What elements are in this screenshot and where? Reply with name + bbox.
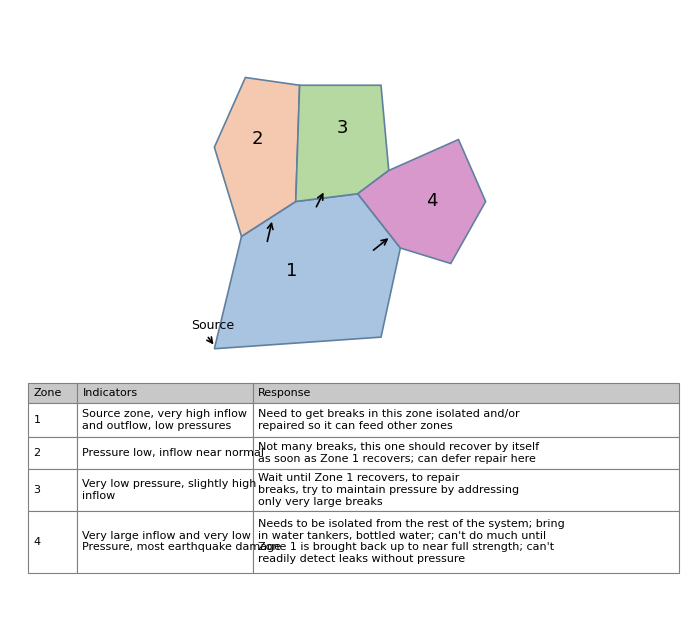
Bar [77, 511, 253, 572]
Text: 3: 3 [34, 485, 41, 495]
Text: Source zone, very high inflow
and outflow, low pressures: Source zone, very high inflow and outflo… [83, 409, 247, 431]
Polygon shape [295, 85, 388, 201]
Text: Indicators: Indicators [83, 388, 137, 398]
Text: Response: Response [258, 388, 312, 398]
Text: 3: 3 [337, 119, 348, 137]
Text: Wait until Zone 1 recovers, to repair
breaks, try to maintain pressure by addres: Wait until Zone 1 recovers, to repair br… [258, 473, 519, 507]
Text: 4: 4 [34, 537, 41, 547]
Text: Pressure low, inflow near normal: Pressure low, inflow near normal [83, 448, 265, 458]
Text: 4: 4 [426, 192, 437, 211]
Polygon shape [214, 194, 400, 349]
Text: 2: 2 [34, 448, 41, 458]
Text: Very low pressure, slightly high
inflow: Very low pressure, slightly high inflow [83, 479, 257, 501]
Text: Not many breaks, this one should recover by itself
as soon as Zone 1 recovers; c: Not many breaks, this one should recover… [258, 442, 539, 464]
Bar [253, 402, 679, 437]
Text: Need to get breaks in this zone isolated and/or
repaired so it can feed other zo: Need to get breaks in this zone isolated… [258, 409, 520, 431]
Bar [253, 382, 679, 402]
Bar [77, 402, 253, 437]
Bar [28, 402, 77, 437]
Bar [253, 511, 679, 572]
Polygon shape [214, 78, 300, 236]
Text: Zone: Zone [34, 388, 62, 398]
Text: 2: 2 [251, 131, 262, 149]
Text: 1: 1 [34, 415, 41, 425]
Bar [253, 469, 679, 511]
Bar [253, 437, 679, 469]
Text: Source: Source [191, 319, 235, 332]
Bar [77, 382, 253, 402]
Text: 1: 1 [286, 262, 297, 280]
Bar [28, 382, 77, 402]
Text: Very large inflow and very low
Pressure, most earthquake damage: Very large inflow and very low Pressure,… [83, 531, 281, 552]
Text: Needs to be isolated from the rest of the system; bring
in water tankers, bottle: Needs to be isolated from the rest of th… [258, 519, 565, 564]
Bar [77, 469, 253, 511]
Polygon shape [358, 139, 486, 264]
Bar [77, 437, 253, 469]
Bar [28, 511, 77, 572]
Bar [28, 469, 77, 511]
Bar [28, 437, 77, 469]
